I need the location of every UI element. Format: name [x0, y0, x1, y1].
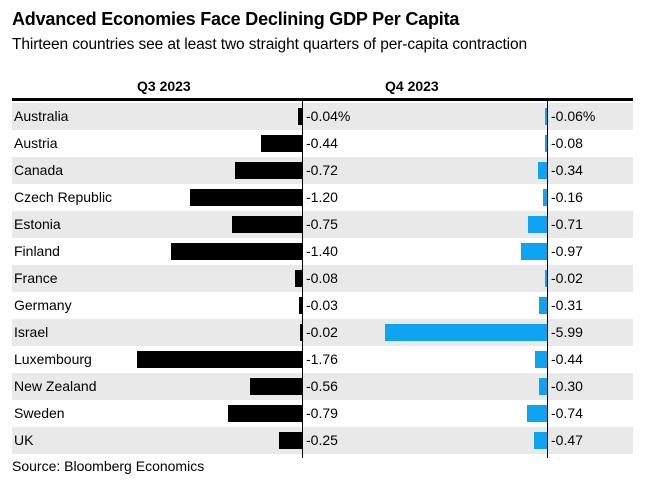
table-row: Israel -0.02 -5.99: [12, 319, 633, 346]
q4-value: -5.99: [551, 324, 583, 340]
country-label: Czech Republic: [14, 189, 113, 205]
country-label: France: [14, 270, 58, 286]
table-row: New Zealand -0.56 -0.30: [12, 373, 633, 400]
q4-value: -0.08: [551, 135, 583, 151]
q4-bar: [527, 216, 547, 233]
q4-value: -0.47: [551, 432, 583, 448]
table-row: Estonia -0.75 -0.71: [12, 211, 633, 238]
country-label: Finland: [14, 243, 60, 259]
q3-bar: [137, 351, 302, 368]
column-header-q3: Q3 2023: [137, 78, 191, 94]
q4-bar: [385, 324, 547, 341]
q3-value: -0.79: [306, 405, 338, 421]
q3-value: -1.76: [306, 351, 338, 367]
q3-bar: [278, 432, 302, 449]
country-label: Australia: [14, 108, 69, 124]
table-row: Luxembourg -1.76 -0.44: [12, 346, 633, 373]
source-note: Source: Bloomberg Economics: [12, 458, 205, 474]
q3-bar: [260, 135, 302, 152]
q3-bar: [294, 270, 302, 287]
table-row: UK -0.25 -0.47: [12, 427, 633, 454]
table-row: Austria -0.44 -0.08: [12, 130, 633, 157]
q3-bar: [249, 378, 302, 395]
q4-value: -0.30: [551, 378, 583, 394]
table-row: Canada -0.72 -0.34: [12, 157, 633, 184]
q3-value: -0.25: [306, 432, 338, 448]
q4-value: -0.74: [551, 405, 583, 421]
q4-bar: [526, 405, 547, 422]
q4-bar: [538, 378, 547, 395]
q3-bar: [299, 297, 302, 314]
page-title: Advanced Economies Face Declining GDP Pe…: [12, 9, 460, 29]
q3-value: -0.03: [306, 297, 338, 313]
q3-value: -0.08: [306, 270, 338, 286]
q3-value: -1.40: [306, 243, 338, 259]
q4-bar: [544, 135, 547, 152]
table-row: Sweden -0.79 -0.74: [12, 400, 633, 427]
q4-bar: [537, 162, 547, 179]
q3-value: -0.44: [306, 135, 338, 151]
chart-rows: Australia -0.04% -0.06% Austria -0.44 -0…: [12, 103, 633, 454]
q4-value: -0.16: [551, 189, 583, 205]
q4-bar: [535, 351, 547, 368]
table-row: Australia -0.04% -0.06%: [12, 103, 633, 130]
country-label: Germany: [14, 297, 72, 313]
q4-value: -0.31: [551, 297, 583, 313]
q4-bar: [534, 432, 547, 449]
q4-value: -0.06%: [551, 108, 596, 124]
q4-value: -0.97: [551, 243, 583, 259]
country-label: New Zealand: [14, 378, 97, 394]
q3-value: -0.04%: [306, 108, 351, 124]
page-subtitle: Thirteen countries see at least two stra…: [12, 36, 528, 53]
q3-value: -0.02: [306, 324, 338, 340]
table-row: Germany -0.03 -0.31: [12, 292, 633, 319]
country-label: Luxembourg: [14, 351, 92, 367]
column-header-q4: Q4 2023: [385, 78, 439, 94]
q4-bar: [542, 189, 547, 206]
q3-value: -1.20: [306, 189, 338, 205]
q3-bar: [300, 324, 302, 341]
q3-bar: [227, 405, 302, 422]
table-row: Czech Republic -1.20 -0.16: [12, 184, 633, 211]
top-rule: [12, 98, 633, 101]
q4-bar: [538, 297, 547, 314]
q3-value: -0.56: [306, 378, 338, 394]
country-label: Sweden: [14, 405, 65, 421]
q3-bar: [298, 108, 302, 125]
q4-value: -0.34: [551, 162, 583, 178]
q4-value: -0.44: [551, 351, 583, 367]
q3-bar: [170, 243, 302, 260]
q3-value: -0.72: [306, 162, 338, 178]
q3-bar: [234, 162, 302, 179]
country-label: UK: [14, 432, 34, 448]
country-label: Estonia: [14, 216, 61, 232]
q4-bar: [545, 108, 547, 125]
country-label: Israel: [14, 324, 49, 340]
q4-bar: [545, 270, 547, 287]
table-row: France -0.08 -0.02: [12, 265, 633, 292]
q3-zero-axis-line: [302, 101, 303, 458]
bar-table: Australia -0.04% -0.06% Austria -0.44 -0…: [12, 101, 633, 458]
q4-zero-axis-line: [547, 101, 548, 458]
q4-value: -0.02: [551, 270, 583, 286]
table-row: Finland -1.40 -0.97: [12, 238, 633, 265]
q3-value: -0.75: [306, 216, 338, 232]
q3-bar: [231, 216, 302, 233]
country-label: Austria: [14, 135, 58, 151]
country-label: Canada: [14, 162, 64, 178]
q4-value: -0.71: [551, 216, 583, 232]
q3-bar: [189, 189, 302, 206]
q4-bar: [520, 243, 547, 260]
